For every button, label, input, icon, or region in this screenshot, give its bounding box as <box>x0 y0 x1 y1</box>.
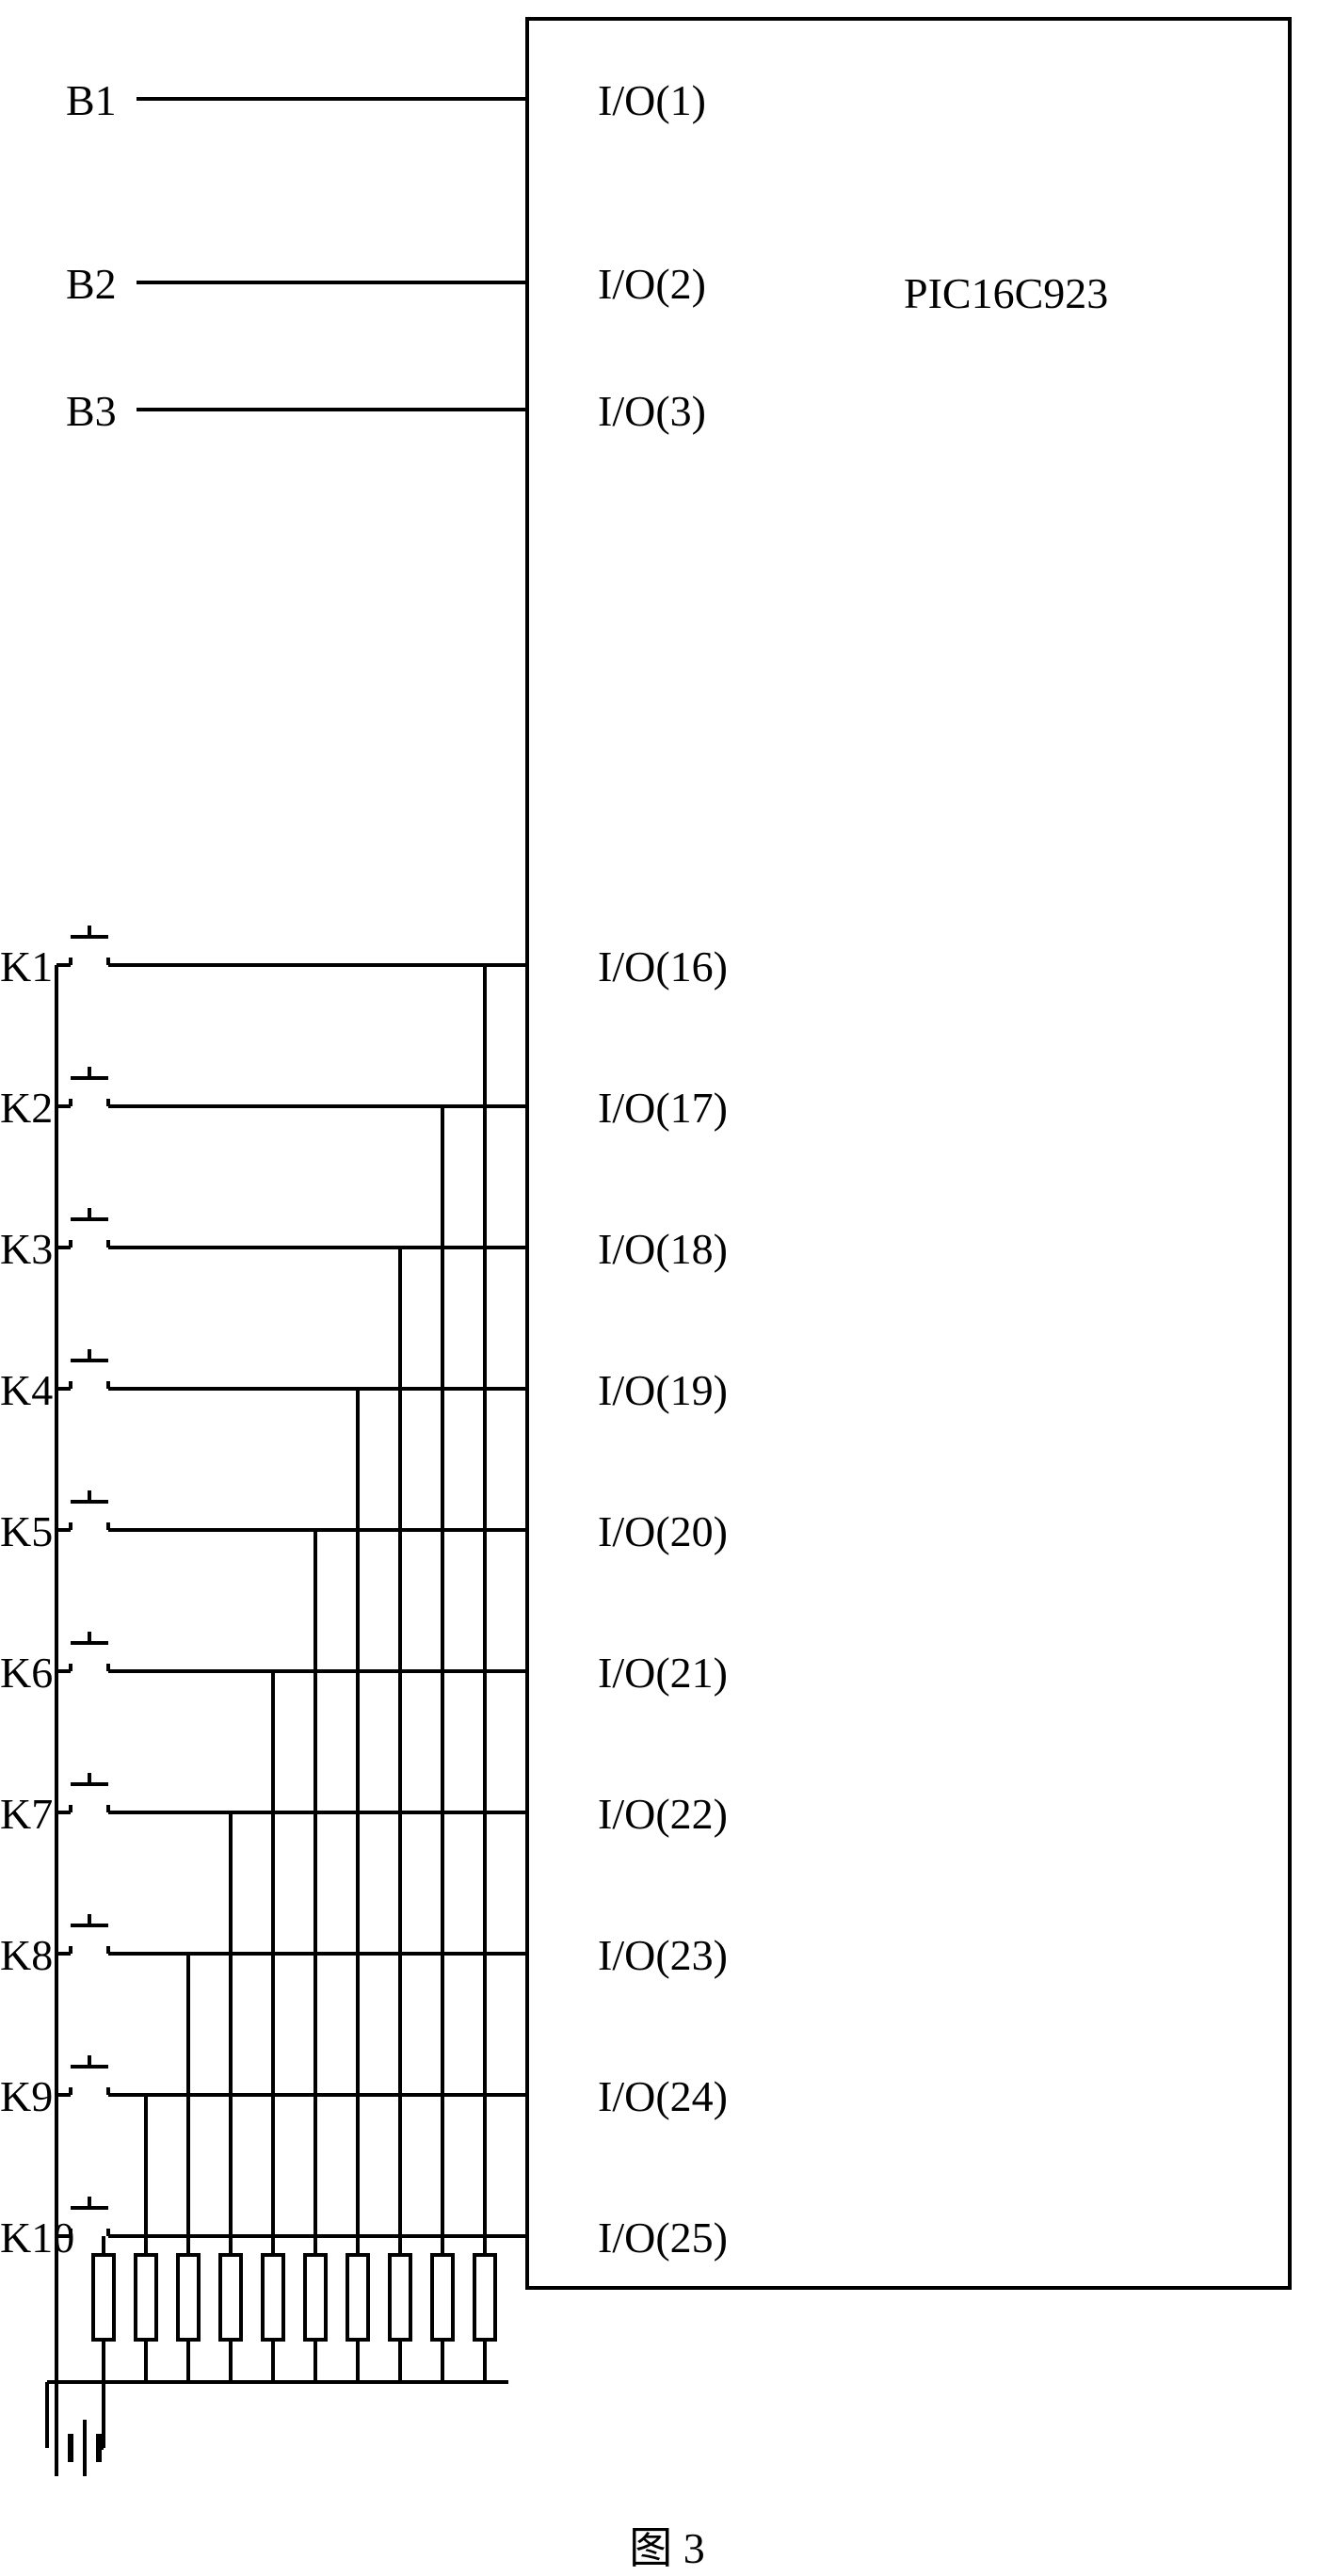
k-label-1: K1 <box>0 942 53 991</box>
b-label-2: B2 <box>66 259 117 309</box>
io-label-k-10: I/O(25) <box>598 2213 728 2262</box>
k-label-10: K10 <box>0 2213 74 2262</box>
io-label-k-4: I/O(19) <box>598 1365 728 1415</box>
chip-label: PIC16C923 <box>904 268 1108 318</box>
k-label-7: K7 <box>0 1789 53 1839</box>
k-label-4: K4 <box>0 1365 53 1415</box>
k-label-3: K3 <box>0 1224 53 1274</box>
io-label-k-9: I/O(24) <box>598 2071 728 2121</box>
io-label-3: I/O(3) <box>598 386 706 436</box>
b-label-3: B3 <box>66 386 117 436</box>
io-label-k-1: I/O(16) <box>598 942 728 991</box>
circuit-diagram: PIC16C923 B1 I/O(1) B2 I/O(2) B3 I/O(3) K1 I/O(1… <box>0 0 1334 2568</box>
io-label-k-8: I/O(23) <box>598 1930 728 1980</box>
io-label-1: I/O(1) <box>598 75 706 125</box>
b-label-1: B1 <box>66 75 117 125</box>
io-label-k-5: I/O(20) <box>598 1506 728 1556</box>
k-label-8: K8 <box>0 1930 53 1980</box>
io-label-k-6: I/O(21) <box>598 1648 728 1698</box>
io-label-k-3: I/O(18) <box>598 1224 728 1274</box>
k-label-2: K2 <box>0 1083 53 1133</box>
io-label-k-7: I/O(22) <box>598 1789 728 1839</box>
k-label-5: K5 <box>0 1506 53 1556</box>
figure-caption: 图 3 <box>629 2514 705 2576</box>
k-label-6: K6 <box>0 1648 53 1698</box>
io-label-2: I/O(2) <box>598 259 706 309</box>
io-label-k-2: I/O(17) <box>598 1083 728 1133</box>
k-label-9: K9 <box>0 2071 53 2121</box>
